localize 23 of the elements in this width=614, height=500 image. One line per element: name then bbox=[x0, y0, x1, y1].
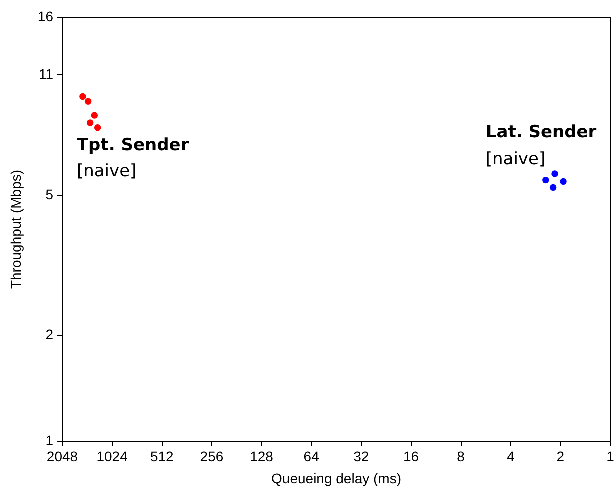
annotation: [naive] bbox=[76, 162, 137, 182]
y-tick-label: 5 bbox=[46, 186, 54, 202]
x-tick-label: 4 bbox=[506, 448, 515, 464]
x-tick-label: 2048 bbox=[46, 448, 78, 464]
x-tick-label: 256 bbox=[200, 448, 224, 464]
x-tick-label: 512 bbox=[150, 448, 174, 464]
y-tick-label: 11 bbox=[38, 66, 54, 82]
series-label: Tpt. Sender bbox=[76, 136, 190, 156]
x-axis-title: Queueing delay (ms) bbox=[272, 470, 402, 486]
y-tick-label: 1 bbox=[46, 432, 54, 448]
x-tick-label: 2 bbox=[556, 448, 565, 464]
annotation: [naive] bbox=[486, 149, 546, 170]
x-tick-label: 8 bbox=[457, 448, 466, 464]
text: Lat. Sender bbox=[486, 122, 598, 142]
y-axis-title: Throughput (Mbps) bbox=[8, 170, 24, 290]
y-tick-label: 16 bbox=[38, 8, 54, 24]
x-tick-label: 32 bbox=[354, 448, 370, 464]
x-tick-label: 1 bbox=[606, 448, 614, 464]
x-tick-label: 64 bbox=[304, 448, 320, 464]
x-tick-label: 128 bbox=[250, 448, 274, 464]
x-tick-label: 16 bbox=[403, 448, 420, 464]
x-tick-label: 1024 bbox=[96, 448, 128, 464]
y-tick-label: 2 bbox=[46, 326, 54, 342]
